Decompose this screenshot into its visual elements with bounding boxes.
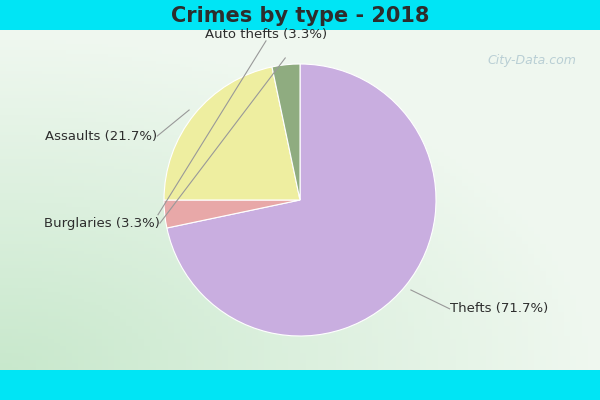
- Text: Thefts (71.7%): Thefts (71.7%): [449, 302, 548, 315]
- Text: Burglaries (3.3%): Burglaries (3.3%): [44, 217, 160, 230]
- Text: Assaults (21.7%): Assaults (21.7%): [45, 130, 157, 142]
- Wedge shape: [164, 67, 300, 200]
- Wedge shape: [167, 64, 436, 336]
- Wedge shape: [272, 64, 300, 200]
- Wedge shape: [164, 200, 300, 228]
- Text: Crimes by type - 2018: Crimes by type - 2018: [171, 6, 429, 26]
- Text: Auto thefts (3.3%): Auto thefts (3.3%): [205, 28, 327, 41]
- Text: City-Data.com: City-Data.com: [487, 54, 576, 67]
